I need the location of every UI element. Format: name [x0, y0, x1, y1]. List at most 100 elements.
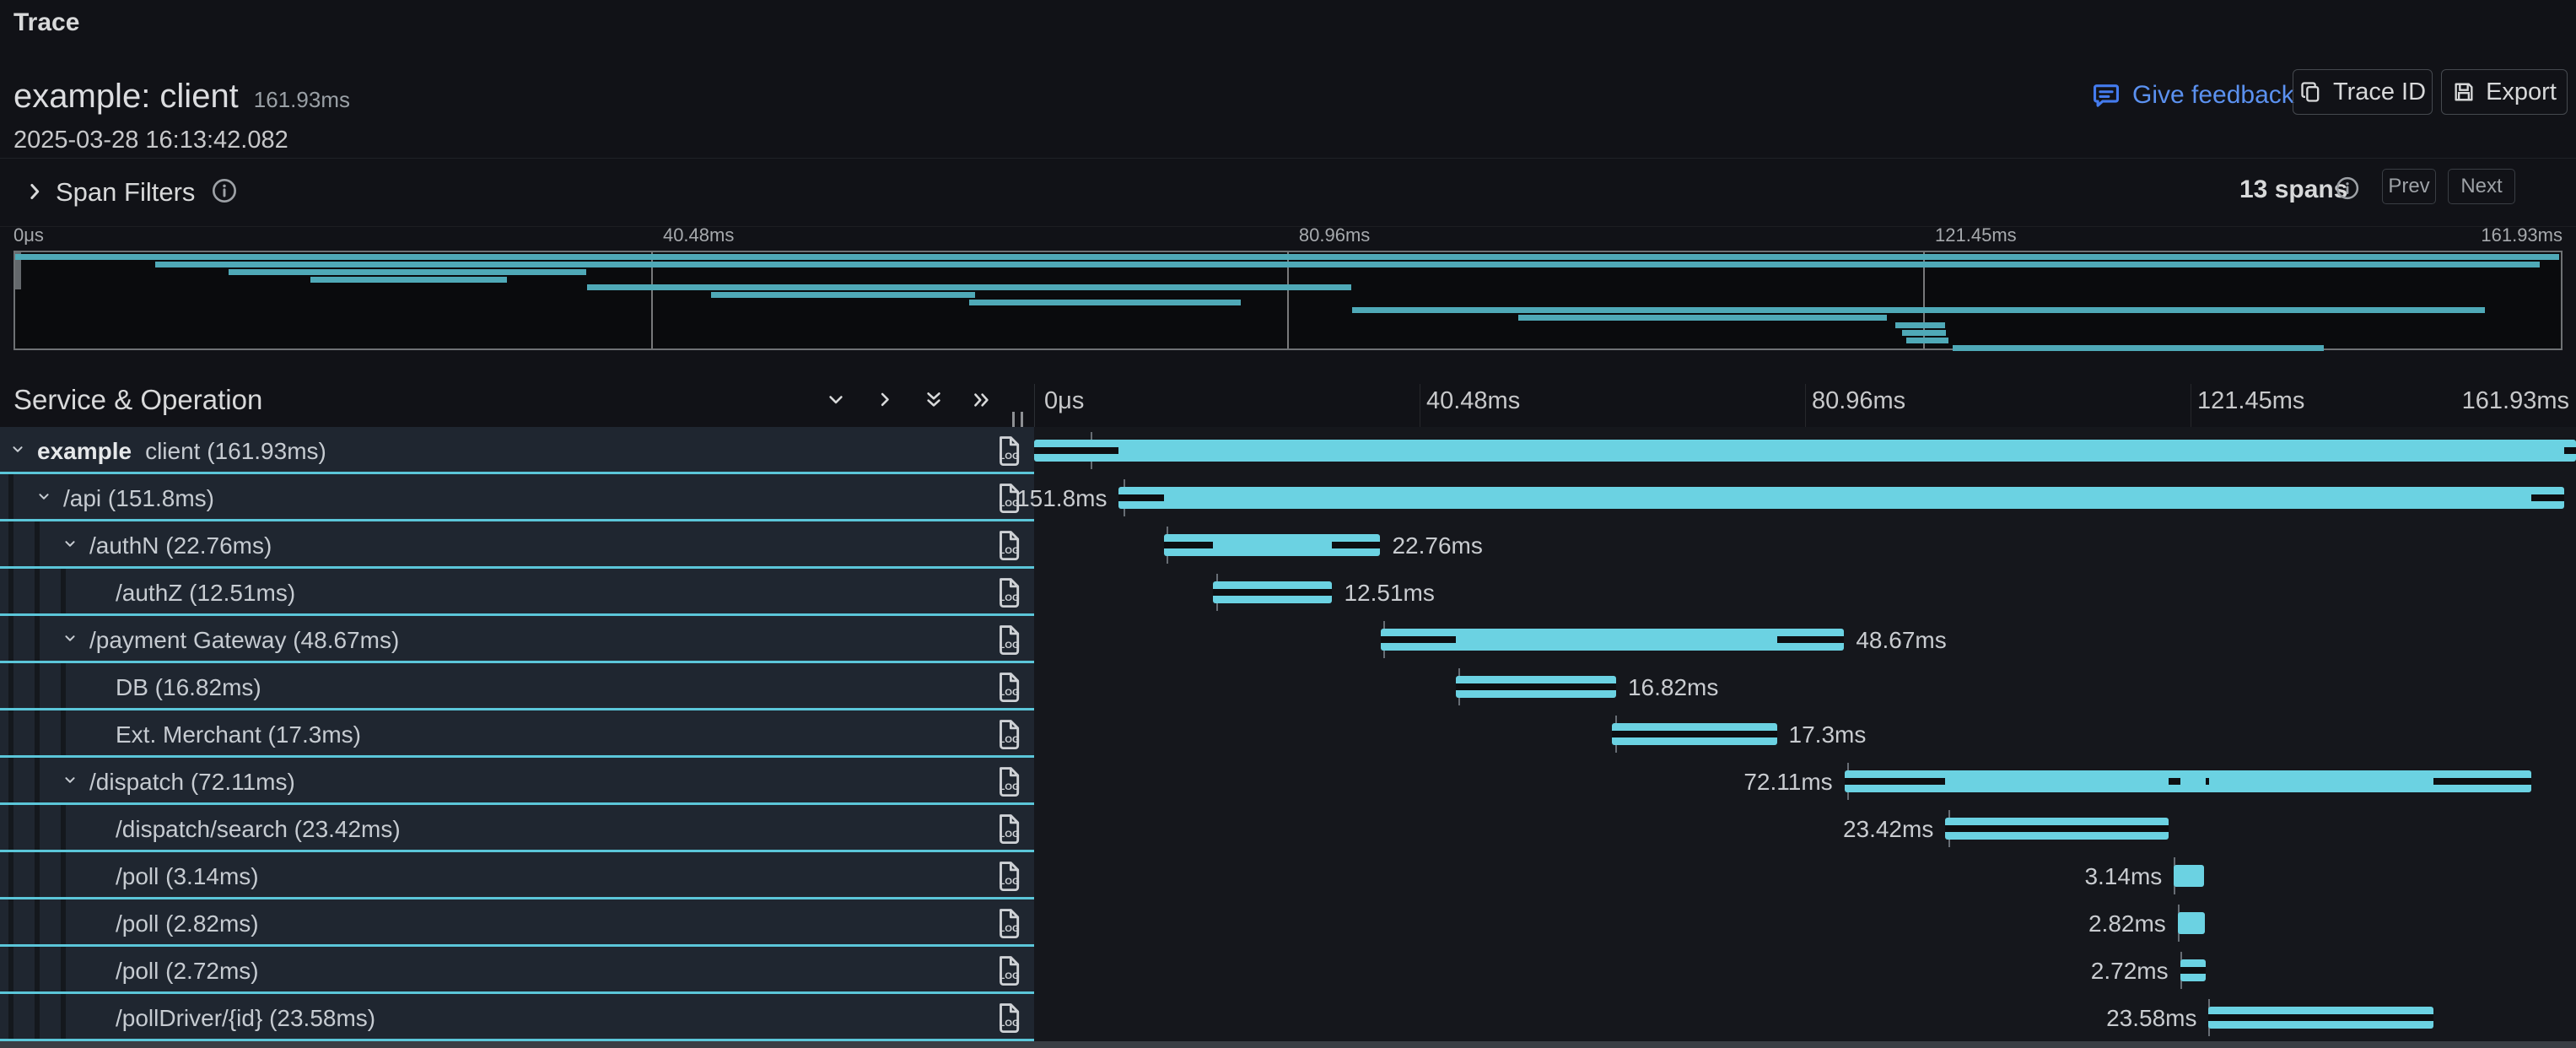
- span-logs-button[interactable]: LOG: [995, 860, 1022, 892]
- span-name-cell[interactable]: Ext. Merchant (17.3ms) LOG: [0, 710, 1034, 758]
- span-duration-label: 2.72ms: [2091, 958, 2169, 985]
- export-button[interactable]: Export: [2441, 69, 2568, 115]
- timeline-tick-label: 40.48ms: [1426, 387, 1520, 415]
- horizontal-scrollbar-thumb[interactable]: [0, 1041, 2576, 1048]
- log-icon[interactable]: LOG: [995, 813, 1022, 845]
- chevron-down-icon[interactable]: [61, 534, 79, 553]
- span-logs-button[interactable]: LOG: [995, 671, 1022, 703]
- span-expander[interactable]: [61, 629, 79, 647]
- critical-path-segment: [1118, 494, 1163, 501]
- trace-id-button[interactable]: Trace ID: [2293, 69, 2433, 115]
- indent-guide: [35, 994, 40, 1041]
- save-icon: [2452, 79, 2476, 105]
- timeline-minimap[interactable]: [13, 251, 2563, 350]
- timeline-tick-label: 0μs: [1044, 387, 1084, 415]
- span-label: /dispatch (72.11ms): [89, 769, 295, 796]
- span-name-cell[interactable]: /payment Gateway (48.67ms) LOG: [0, 616, 1034, 663]
- span-logs-button[interactable]: LOG: [995, 435, 1022, 467]
- span-label: /dispatch/search (23.42ms): [116, 816, 401, 843]
- chevron-down-icon[interactable]: [35, 487, 53, 505]
- span-name-cell[interactable]: /authZ (12.51ms) LOG: [0, 569, 1034, 616]
- minimap-tick-label: 121.45ms: [1935, 224, 2017, 246]
- log-icon[interactable]: LOG: [995, 624, 1022, 656]
- span-expander[interactable]: [35, 487, 53, 505]
- chevron-down-icon: [824, 388, 848, 412]
- chevron-down-icon[interactable]: [8, 440, 27, 458]
- indent-guide: [8, 616, 13, 663]
- log-icon[interactable]: LOG: [995, 671, 1022, 703]
- span-logs-button[interactable]: LOG: [995, 1002, 1022, 1034]
- span-name-cell[interactable]: /poll (2.82ms) LOG: [0, 899, 1034, 947]
- collapse-one-button[interactable]: [824, 388, 848, 412]
- span-filters-expander[interactable]: [22, 179, 47, 204]
- span-logs-button[interactable]: LOG: [995, 718, 1022, 750]
- span-expander[interactable]: [61, 534, 79, 553]
- span-timeline-cell: 23.42ms: [1034, 805, 2576, 852]
- horizontal-scrollbar[interactable]: [0, 1041, 2576, 1048]
- span-name-cell[interactable]: /pollDriver/{id} (23.58ms) LOG: [0, 994, 1034, 1041]
- span-logs-button[interactable]: LOG: [995, 813, 1022, 845]
- span-logs-button[interactable]: LOG: [995, 765, 1022, 797]
- span-name-cell[interactable]: /dispatch (72.11ms) LOG: [0, 758, 1034, 805]
- span-logs-button[interactable]: LOG: [995, 954, 1022, 986]
- log-icon[interactable]: LOG: [995, 718, 1022, 750]
- span-duration-label: 48.67ms: [1856, 627, 1946, 654]
- span-filters-label[interactable]: Span Filters: [56, 177, 195, 208]
- table-row: Ext. Merchant (17.3ms) LOG 17.3ms: [0, 710, 2576, 758]
- log-icon[interactable]: LOG: [995, 954, 1022, 986]
- minimap-span-bar: [969, 300, 1241, 305]
- span-logs-button[interactable]: LOG: [995, 907, 1022, 939]
- span-name-cell[interactable]: /api (151.8ms) LOG: [0, 474, 1034, 521]
- table-row: /authZ (12.51ms) LOG 12.51ms: [0, 569, 2576, 616]
- log-icon[interactable]: LOG: [995, 576, 1022, 608]
- chevron-down-icon[interactable]: [61, 770, 79, 789]
- span-bar[interactable]: [1034, 440, 2576, 462]
- span-name-cell[interactable]: exampleclient (161.93ms) LOG: [0, 427, 1034, 474]
- log-icon[interactable]: LOG: [995, 907, 1022, 939]
- prev-span-button[interactable]: Prev: [2382, 169, 2436, 204]
- chevron-right-icon: [873, 388, 897, 412]
- span-expander[interactable]: [61, 770, 79, 789]
- critical-path-segment: [2208, 1014, 2433, 1021]
- log-icon[interactable]: LOG: [995, 1002, 1022, 1034]
- span-count: 13 spans: [2239, 176, 2347, 204]
- give-feedback-link[interactable]: Give feedback: [2092, 81, 2294, 110]
- span-bar[interactable]: [1845, 770, 2531, 792]
- span-bar[interactable]: [2174, 865, 2203, 887]
- table-row: /poll (2.82ms) LOG 2.82ms: [0, 899, 2576, 947]
- span-logs-button[interactable]: LOG: [995, 624, 1022, 656]
- span-name-cell[interactable]: DB (16.82ms) LOG: [0, 663, 1034, 710]
- span-expander[interactable]: [8, 440, 27, 458]
- chevron-right-icon: [22, 179, 47, 204]
- log-icon[interactable]: LOG: [995, 765, 1022, 797]
- indent-guide: [61, 899, 66, 947]
- span-name-cell[interactable]: /poll (3.14ms) LOG: [0, 852, 1034, 899]
- expand-all-button[interactable]: [970, 388, 994, 412]
- span-logs-button[interactable]: LOG: [995, 576, 1022, 608]
- span-name-cell[interactable]: /poll (2.72ms) LOG: [0, 947, 1034, 994]
- span-bar[interactable]: [2178, 912, 2205, 934]
- indent-guide: [35, 899, 40, 947]
- span-name-cell[interactable]: /authN (22.76ms) LOG: [0, 521, 1034, 569]
- log-icon[interactable]: LOG: [995, 860, 1022, 892]
- expand-one-button[interactable]: [873, 388, 897, 412]
- export-label: Export: [2486, 78, 2557, 106]
- span-bar[interactable]: [1118, 487, 2564, 509]
- indent-guide: [8, 521, 13, 569]
- next-span-button[interactable]: Next: [2448, 169, 2515, 204]
- indent-guide: [35, 947, 40, 994]
- log-icon[interactable]: LOG: [995, 435, 1022, 467]
- indent-guide: [35, 758, 40, 805]
- chevron-down-icon[interactable]: [61, 629, 79, 647]
- span-filters-info-icon[interactable]: [211, 177, 238, 204]
- span-logs-button[interactable]: LOG: [995, 529, 1022, 561]
- table-row: /dispatch/search (23.42ms) LOG 23.42ms: [0, 805, 2576, 852]
- span-count-info-icon[interactable]: [2335, 176, 2360, 201]
- collapse-all-button[interactable]: [922, 388, 946, 412]
- span-name-cell[interactable]: /dispatch/search (23.42ms) LOG: [0, 805, 1034, 852]
- span-label: /authZ (12.51ms): [116, 580, 295, 607]
- minimap-tick-label: 40.48ms: [663, 224, 734, 246]
- table-row: /authN (22.76ms) LOG 22.76ms: [0, 521, 2576, 569]
- table-row: /dispatch (72.11ms) LOG 72.11ms: [0, 758, 2576, 805]
- log-icon[interactable]: LOG: [995, 529, 1022, 561]
